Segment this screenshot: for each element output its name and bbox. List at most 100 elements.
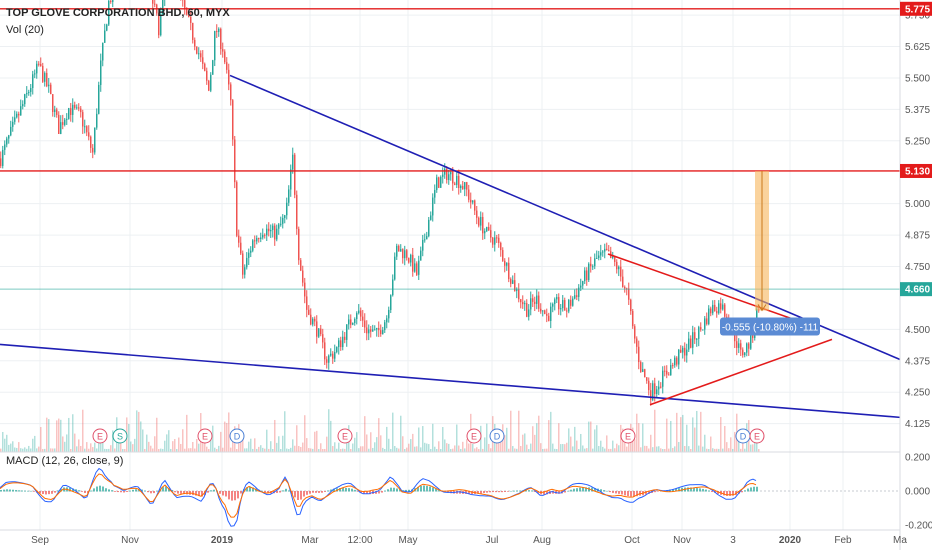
volume-bar [340, 448, 342, 452]
volume-bar [720, 417, 722, 452]
volume-bar [16, 447, 18, 452]
candle-body [20, 106, 22, 116]
volume-bar [556, 448, 558, 452]
macd-histogram-bar [150, 491, 152, 494]
volume-bar [132, 444, 134, 452]
time-axis[interactable]: Sep Nov 2019 Mar 12:00 May Jul Aug Oct Nov 3 2020 Fe… [31, 535, 907, 546]
candle-body [528, 309, 530, 317]
macd-histogram-bar [558, 491, 560, 494]
macd-histogram-bar [330, 489, 332, 492]
volume-bar [408, 443, 410, 452]
volume-bar [26, 448, 28, 452]
volume-bar [578, 449, 580, 452]
volume-bar [256, 448, 258, 452]
volume-bar [168, 430, 170, 452]
candle-body [78, 107, 80, 109]
candle-body [700, 327, 702, 330]
candle-body [158, 13, 160, 36]
volume-bar [538, 415, 540, 452]
volume-bar [222, 447, 224, 452]
price-tick-label: 4.250 [905, 388, 930, 399]
event-marker [620, 428, 636, 444]
volume-bar [178, 437, 180, 452]
candle-body [416, 263, 418, 275]
candle-body [382, 330, 384, 335]
macd-histogram-bar [420, 485, 422, 492]
volume-bar [176, 448, 178, 452]
volume-bar [750, 444, 752, 452]
candle-body [274, 225, 276, 240]
candle-body [284, 215, 286, 218]
candle-body [412, 254, 414, 272]
volume-bar [728, 448, 730, 452]
macd-histogram-bar [24, 490, 26, 492]
candle-body [744, 352, 746, 356]
time-tick-label: May [399, 535, 418, 546]
volume-bar [726, 442, 728, 452]
volume-bar [718, 448, 720, 452]
candle-body [346, 324, 348, 340]
volume-bar [272, 448, 274, 452]
candle-body [356, 313, 358, 320]
macd-histogram-bar [531, 490, 533, 492]
candle-body [698, 327, 700, 339]
price-range-measure[interactable]: -0.555 (-10.80%) -111 [720, 170, 820, 336]
candle-body [184, 0, 186, 9]
candle-body [378, 327, 380, 331]
volume-bar [654, 409, 656, 452]
macd-histogram-bar [624, 491, 626, 496]
volume-bar [608, 448, 610, 452]
price-tick-label: 5.250 [905, 136, 930, 147]
candle-body [276, 228, 278, 240]
macd-histogram-bar [327, 490, 329, 492]
candle-body [738, 343, 740, 348]
macd-histogram-bar [141, 489, 143, 492]
volume-bar [582, 445, 584, 452]
candle-body [608, 250, 610, 252]
price-axis[interactable]: 5.750 5.625 5.500 5.375 5.250 5.000 4.875 4.750… [899, 0, 932, 550]
macd-histogram-bar [183, 491, 185, 495]
candle-body [262, 234, 264, 238]
volume-bar [338, 442, 340, 452]
candle-body [210, 74, 212, 91]
macd-histogram-bar [393, 487, 395, 492]
candle-body [472, 200, 474, 203]
event-marker-letter: E [342, 432, 348, 442]
price-axis-bg [900, 0, 932, 550]
macd-histogram-bar [231, 491, 233, 501]
volume-bar [72, 414, 74, 452]
volume-bar [376, 437, 378, 452]
candle-body [622, 276, 624, 287]
volume-bar [742, 443, 744, 452]
volume-bar [308, 448, 310, 452]
candle-body [72, 104, 74, 115]
macd-histogram-bar [426, 485, 428, 492]
macd-histogram-bar [396, 488, 398, 492]
trend-line [649, 338, 833, 406]
event-marker-letter: E [471, 432, 477, 442]
candle-body [524, 303, 526, 305]
macd-histogram-bar [42, 491, 44, 495]
macd-histogram-bar [324, 491, 326, 492]
volume-bar [78, 439, 80, 452]
volume-bar [566, 442, 568, 452]
candle-body [438, 177, 440, 188]
candle-body [318, 328, 320, 337]
macd-histogram-bar [612, 491, 614, 493]
macd-histogram-bar [480, 491, 482, 494]
macd-histogram-bar [12, 489, 14, 492]
volume-bar [44, 448, 46, 452]
candle-body [750, 334, 752, 349]
macd-histogram-bar [657, 491, 659, 492]
candle-body [502, 250, 504, 261]
price-tick-label: 5.625 [905, 42, 930, 53]
volume-bar [532, 426, 534, 452]
macd-histogram-bar [252, 487, 254, 492]
macd-histogram-bar [609, 491, 611, 493]
volume-bar [20, 448, 22, 452]
candle-body [230, 84, 232, 101]
volume-bar [378, 418, 380, 452]
candle-body [526, 303, 528, 317]
candle-body [340, 340, 342, 348]
